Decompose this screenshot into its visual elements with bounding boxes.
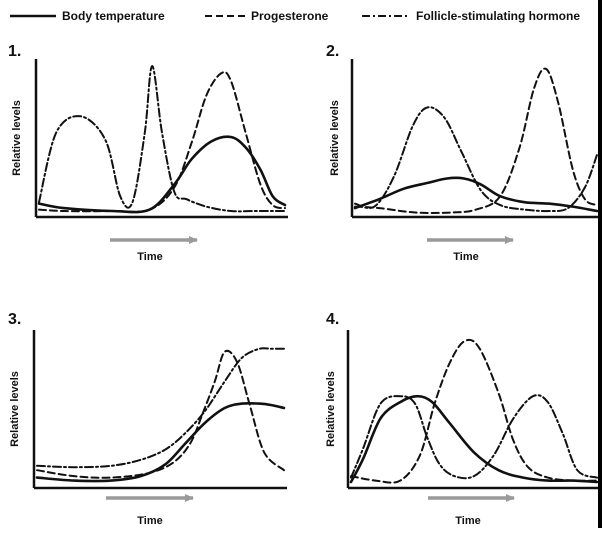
series-line-follicle-stimulating-hormone — [354, 106, 598, 213]
legend-label-progesterone: Progesterone — [251, 9, 329, 23]
y-axis-label: Relative levels — [325, 371, 337, 447]
y-axis-label: Relative levels — [329, 100, 341, 176]
series-line-progesterone — [354, 67, 598, 214]
panel-number: 4. — [326, 311, 339, 328]
series-line-follicle-stimulating-hormone — [36, 347, 285, 469]
legend: Body temperature Progesterone Follicle-s… — [10, 9, 580, 23]
panel-number: 1. — [8, 43, 21, 60]
y-axis-label: Relative levels — [9, 371, 21, 447]
series-line-follicle-stimulating-hormone — [350, 394, 598, 480]
legend-label-body-temperature: Body temperature — [62, 9, 165, 23]
series-line-progesterone — [38, 71, 286, 213]
series-line-body-temperature — [37, 135, 287, 214]
series-line-body-temperature — [349, 394, 599, 484]
y-axis-label: Relative levels — [11, 100, 23, 176]
chart-panel-4: 4. Relative levels Time — [325, 311, 600, 527]
series-line-progesterone — [36, 349, 285, 479]
panel-number: 2. — [326, 43, 339, 60]
x-axis-label: Time — [453, 251, 478, 263]
chart-panel-1: 1. Relative levels Time — [8, 43, 288, 263]
x-axis-label: Time — [455, 515, 480, 527]
x-axis-label: Time — [137, 251, 162, 263]
series-line-body-temperature — [353, 176, 599, 213]
chart-panel-2: 2. Relative levels Time — [326, 43, 600, 263]
right-edge-bar — [598, 0, 602, 528]
series-line-follicle-stimulating-hormone — [38, 65, 286, 213]
panel-number: 3. — [8, 311, 21, 328]
series-line-progesterone — [350, 338, 598, 484]
legend-label-fsh: Follicle-stimulating hormone — [416, 9, 580, 23]
chart-panel-3: 3. Relative levels Time — [8, 311, 287, 527]
x-axis-label: Time — [137, 515, 162, 527]
